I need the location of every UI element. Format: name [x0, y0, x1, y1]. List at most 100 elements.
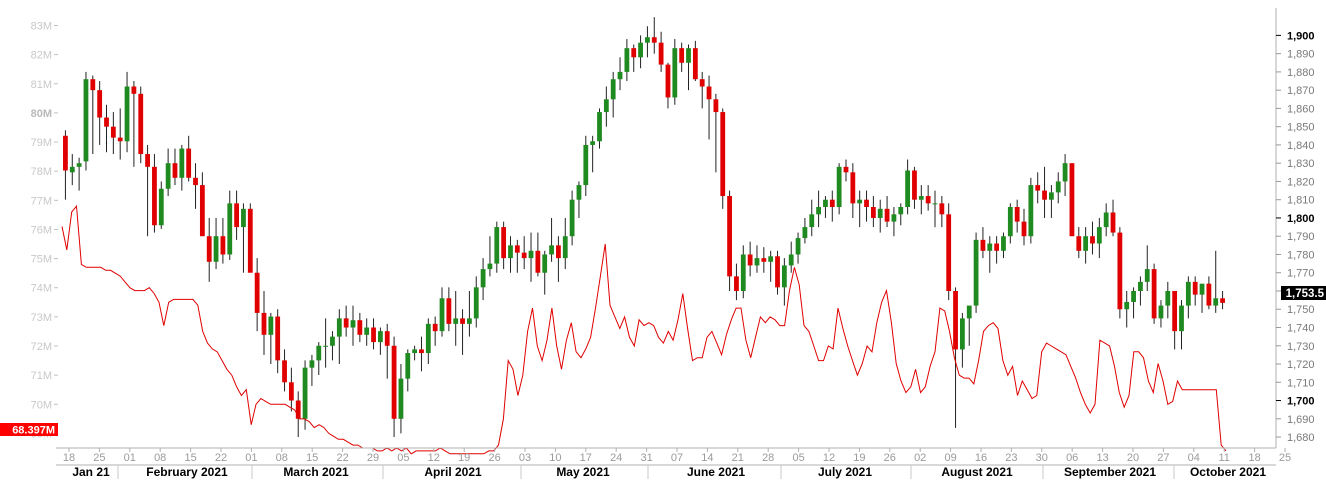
left-tick-label: 79M [31, 137, 52, 149]
x-day-label: 10 [549, 452, 561, 464]
candle-down [288, 382, 294, 401]
right-tick-label: 1,820 [1287, 176, 1315, 188]
candle-up [1165, 290, 1171, 306]
candle-down [104, 117, 109, 127]
x-day-label: 28 [762, 452, 774, 464]
candle-down [261, 312, 267, 335]
candle-down [138, 93, 144, 155]
x-month-label: September 2021 [1064, 465, 1156, 479]
candle-up [590, 141, 596, 145]
candle-down [651, 37, 657, 43]
right-tick-label: 1,870 [1287, 85, 1315, 97]
x-day-label: 19 [458, 452, 470, 464]
candle-up [966, 305, 972, 319]
candle-up [528, 250, 534, 259]
candle-down [1172, 290, 1178, 332]
candle-up [487, 263, 493, 270]
candle-up [1179, 305, 1184, 332]
candle-down [665, 64, 671, 98]
candle-up [1213, 298, 1219, 306]
candle-up [473, 287, 479, 319]
candle-up [816, 207, 821, 215]
x-month-label: May 2021 [556, 465, 610, 479]
candle-down [446, 298, 452, 324]
candle-up [918, 196, 924, 200]
right-tick-label: 1,840 [1287, 140, 1315, 152]
candle-up [795, 238, 801, 255]
right-tick-label: 1,720 [1287, 359, 1315, 371]
candle-up [316, 345, 322, 361]
x-month-label: February 2021 [146, 465, 228, 479]
candle-up [227, 203, 233, 255]
left-tick-label: 76M [31, 224, 52, 236]
candle-down [1035, 185, 1041, 191]
x-day-label: 19 [853, 452, 865, 464]
candle-up [268, 316, 274, 335]
candle-up [330, 336, 335, 346]
x-day-label: 26 [884, 452, 896, 464]
right-tick-label: 1,740 [1287, 323, 1315, 335]
candle-down [761, 258, 767, 262]
candle-up [597, 112, 602, 142]
candle-up [1124, 301, 1130, 310]
candle-up [549, 245, 554, 255]
candle-up [412, 349, 418, 354]
right-tick-label: 1,730 [1287, 341, 1315, 353]
x-day-label: 25 [93, 452, 105, 464]
candle-down [1220, 298, 1225, 303]
x-axis: 18 25 01 08 15 22 01 08 15 22 29 05 12 19 26 03 10 17 24 31… [56, 447, 1291, 479]
x-day-label: 29 [367, 452, 379, 464]
x-day-label: 12 [428, 452, 440, 464]
x-day-label: 15 [306, 452, 318, 464]
candle-down [131, 86, 137, 94]
candle-up [480, 269, 486, 288]
candle-up [562, 236, 568, 259]
candle-down [679, 48, 685, 63]
x-day-label: 06 [1066, 452, 1078, 464]
left-tick-label: 74M [31, 283, 52, 295]
candle-up [1144, 269, 1150, 282]
candle-down [829, 199, 835, 208]
x-month-label: June 2021 [687, 465, 745, 479]
right-tick-label: 1,890 [1287, 49, 1315, 61]
x-day-label: 01 [124, 452, 136, 464]
candle-down [843, 166, 849, 173]
candle-up [645, 37, 650, 43]
candle-down [193, 177, 198, 186]
candle-up [959, 318, 965, 350]
candle-up [453, 318, 459, 324]
candle-up [1185, 281, 1191, 306]
candle-down [658, 42, 664, 65]
candle-up [124, 86, 130, 142]
left-tick-label: 83M [31, 20, 52, 32]
right-tick-label: 1,790 [1287, 231, 1315, 243]
candle-down [1090, 236, 1095, 244]
candle-up [1083, 236, 1089, 251]
candle-down [110, 126, 116, 138]
candle-down [1206, 283, 1212, 306]
candle-up [350, 320, 356, 328]
candle-down [384, 331, 390, 346]
volume-line [61, 204, 1227, 455]
candle-up [336, 318, 342, 337]
candle-up [213, 236, 219, 262]
candle-up [638, 42, 643, 58]
candle-down [1069, 163, 1075, 237]
candle-up [754, 258, 760, 266]
candle-down [699, 79, 705, 87]
candle-down [713, 99, 719, 113]
right-tick-label: 1,770 [1287, 268, 1315, 280]
candle-down [1014, 207, 1020, 222]
candle-down [172, 163, 178, 178]
candle-down [706, 86, 712, 100]
x-day-label: 12 [823, 452, 835, 464]
x-day-label: 25 [1279, 452, 1291, 464]
x-day-label: 20 [1127, 452, 1139, 464]
candle-up [624, 48, 630, 72]
x-day-label: 21 [732, 452, 744, 464]
x-day-label: 18 [63, 452, 75, 464]
candle-down [282, 360, 287, 383]
x-day-label: 04 [1188, 452, 1200, 464]
